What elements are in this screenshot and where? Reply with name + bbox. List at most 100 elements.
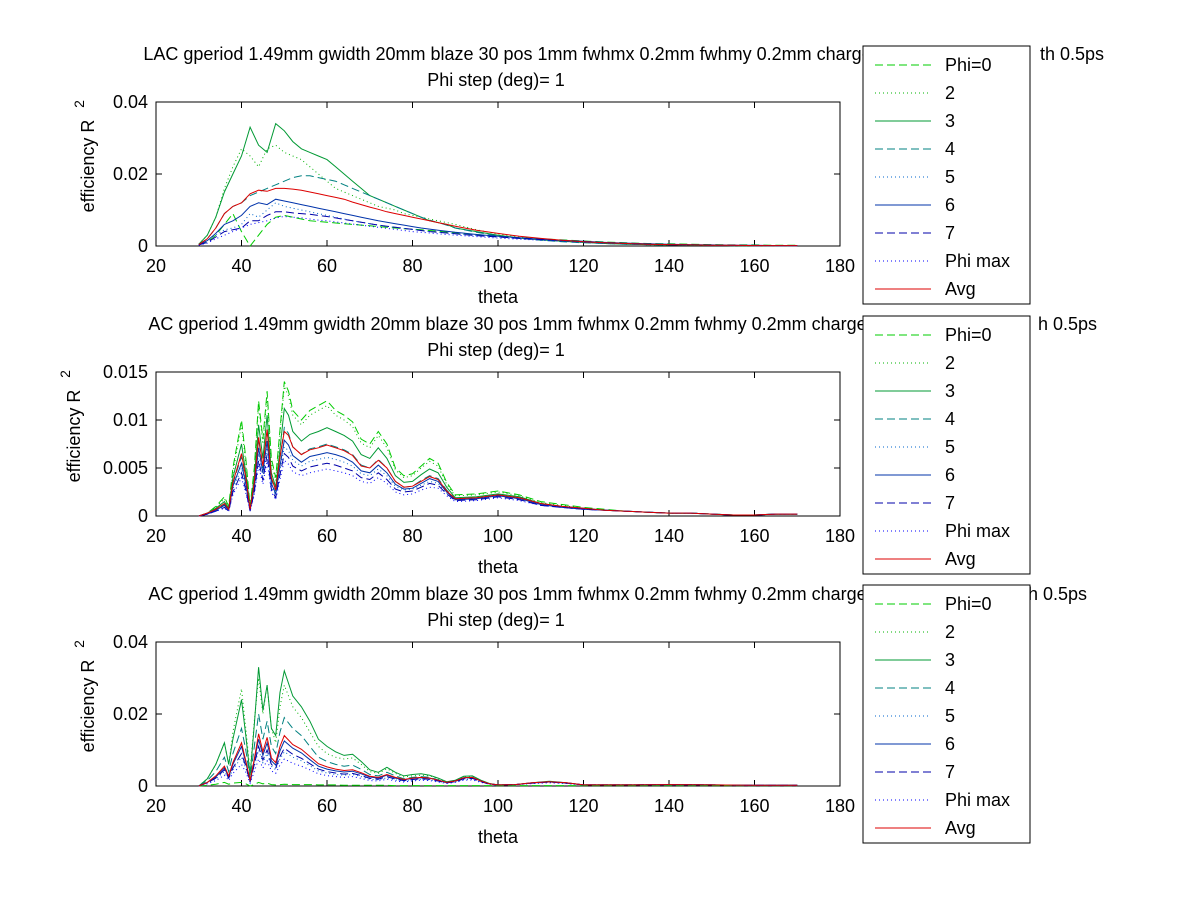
chart-title: AC gperiod 1.49mm gwidth 20mm blaze 30 p… [148, 314, 891, 334]
legend-label: 3 [945, 111, 955, 131]
legend-label: Phi=0 [945, 325, 992, 345]
plot-area [155, 641, 841, 787]
y-axis-label-superscript: 2 [71, 640, 87, 648]
legend: Phi=0 2 3 4 5 6 7 Phi max Avg [862, 584, 1031, 844]
series-line-2 [198, 677, 798, 787]
x-tick-label: 80 [402, 526, 422, 546]
chart-subtitle: Phi step (deg)= 1 [427, 610, 565, 630]
x-tick-label: 60 [317, 796, 337, 816]
legend-label: 6 [945, 465, 955, 485]
legend-label: Phi=0 [945, 594, 992, 614]
x-tick-label: 100 [483, 526, 513, 546]
legend-label: Avg [945, 549, 976, 569]
y-tick-label: 0.005 [103, 458, 148, 478]
series-line-7 [198, 452, 798, 517]
legend-label: 2 [945, 83, 955, 103]
legend-box [862, 315, 1031, 575]
x-tick-label: 100 [483, 256, 513, 276]
series-line-6 [198, 739, 798, 787]
legend-label: 7 [945, 493, 955, 513]
legend-label: 5 [945, 706, 955, 726]
x-tick-label: 140 [654, 526, 684, 546]
chart-title: AC gperiod 1.49mm gwidth 20mm blaze 30 p… [148, 584, 891, 604]
chart-title-tail: h 0.5ps [1028, 584, 1087, 604]
series-line-9 [198, 733, 798, 787]
series-line-8 [198, 459, 798, 517]
x-tick-label: 40 [231, 256, 251, 276]
x-tick-label: 120 [568, 256, 598, 276]
chart-subtitle: Phi step (deg)= 1 [427, 70, 565, 90]
y-tick-label: 0.02 [113, 704, 148, 724]
series-line-3 [198, 667, 798, 787]
y-tick-label: 0.01 [113, 410, 148, 430]
x-tick-label: 180 [825, 256, 855, 276]
legend-label: 4 [945, 409, 955, 429]
y-tick-label: 0.02 [113, 164, 148, 184]
y-tick-label: 0 [138, 506, 148, 526]
x-tick-label: 120 [568, 526, 598, 546]
series-line-5 [198, 202, 798, 247]
legend-label: Phi max [945, 521, 1010, 541]
x-tick-label: 80 [402, 796, 422, 816]
x-axis-label: theta [478, 827, 519, 847]
series-line-3 [198, 122, 798, 247]
chart-title: LAC gperiod 1.49mm gwidth 20mm blaze 30 … [143, 44, 896, 64]
series-line-4 [198, 713, 798, 787]
series-line-9 [198, 187, 798, 247]
chart-title-tail: h 0.5ps [1038, 314, 1097, 334]
legend: Phi=0 2 3 4 5 6 7 Phi max Avg [862, 315, 1031, 575]
series-line-4 [198, 175, 798, 247]
y-tick-label: 0.015 [103, 362, 148, 382]
x-tick-label: 180 [825, 526, 855, 546]
y-axis-label-superscript: 2 [57, 370, 73, 378]
chart-panel-2: AC gperiod 1.49mm gwidth 20mm blaze 30 p… [57, 314, 1097, 577]
legend-box [862, 584, 1031, 844]
y-axis-label: efficiency R [64, 390, 84, 483]
x-tick-label: 160 [739, 526, 769, 546]
x-tick-label: 20 [146, 526, 166, 546]
series-line-4 [198, 426, 798, 517]
x-tick-label: 160 [739, 796, 769, 816]
x-tick-label: 180 [825, 796, 855, 816]
y-tick-label: 0 [138, 236, 148, 256]
legend-label: 3 [945, 381, 955, 401]
chart-panel-3: AC gperiod 1.49mm gwidth 20mm blaze 30 p… [71, 584, 1087, 847]
x-axis-label: theta [478, 287, 519, 307]
legend-label: 6 [945, 734, 955, 754]
legend-label: 5 [945, 437, 955, 457]
series-line-6 [198, 198, 798, 247]
series-line-2 [198, 144, 798, 247]
plot-area [155, 101, 841, 247]
series-line-1 [198, 381, 798, 517]
legend-label: 4 [945, 678, 955, 698]
series-line-3 [198, 407, 798, 517]
legend-label: Phi max [945, 790, 1010, 810]
legend-label: 4 [945, 139, 955, 159]
x-tick-label: 140 [654, 256, 684, 276]
legend-box [862, 45, 1031, 305]
legend-label: Avg [945, 818, 976, 838]
x-tick-label: 20 [146, 796, 166, 816]
y-tick-label: 0.04 [113, 92, 148, 112]
x-tick-label: 140 [654, 796, 684, 816]
y-axis-label: efficiency R [78, 660, 98, 753]
x-axis-label: theta [478, 557, 519, 577]
x-tick-label: 40 [231, 526, 251, 546]
x-tick-label: 20 [146, 256, 166, 276]
x-tick-label: 80 [402, 256, 422, 276]
legend-label: Avg [945, 279, 976, 299]
chart-subtitle: Phi step (deg)= 1 [427, 340, 565, 360]
legend-label: 5 [945, 167, 955, 187]
series-line-5 [198, 748, 798, 787]
legend: Phi=0 2 3 4 5 6 7 Phi max Avg [862, 45, 1031, 305]
legend-label: 7 [945, 762, 955, 782]
x-tick-label: 160 [739, 256, 769, 276]
y-tick-label: 0 [138, 776, 148, 796]
series-line-1 [198, 781, 798, 787]
x-tick-label: 120 [568, 796, 598, 816]
chart-title-tail: th 0.5ps [1040, 44, 1104, 64]
y-axis-label: efficiency R [78, 120, 98, 213]
legend-label: Phi max [945, 251, 1010, 271]
y-axis-label-superscript: 2 [71, 100, 87, 108]
